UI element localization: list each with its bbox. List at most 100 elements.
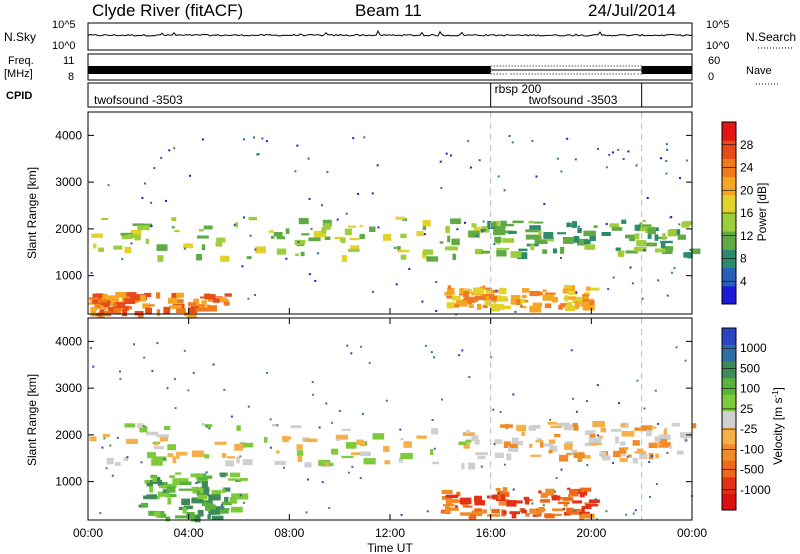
echo-cell <box>124 423 136 428</box>
noise-cell <box>475 234 478 237</box>
echo-cell <box>557 422 570 426</box>
echo-cell <box>130 230 142 236</box>
noise-cell <box>531 502 534 505</box>
echo-cell <box>400 452 413 460</box>
noise-cell <box>89 346 92 349</box>
y-tick-label: 2000 <box>55 428 82 442</box>
echo-cell <box>108 307 117 314</box>
echo-cell <box>397 249 410 253</box>
echo-cell <box>520 306 527 309</box>
noise-cell <box>433 356 436 359</box>
noise-cell <box>469 166 472 169</box>
echo-cell <box>150 479 162 484</box>
echo-cell <box>611 227 623 231</box>
echo-cell <box>599 451 606 457</box>
echo-cell <box>150 474 157 479</box>
noise-cell <box>201 138 204 141</box>
echo-cell <box>422 249 433 255</box>
noise-cell <box>461 349 464 352</box>
echo-cell <box>529 225 541 232</box>
echo-cell <box>166 486 176 493</box>
echo-cell <box>600 427 606 433</box>
echo-cell <box>431 428 439 435</box>
echo-cell <box>447 235 451 243</box>
noise-cell <box>426 510 429 513</box>
echo-cell <box>496 247 510 250</box>
nsky-label: N.Sky <box>4 30 36 44</box>
echo-cell <box>224 293 232 297</box>
echo-cell <box>101 218 109 220</box>
echo-cell <box>197 235 209 239</box>
echo-cell <box>557 501 570 505</box>
echo-cell <box>481 250 491 254</box>
echo-cell <box>582 294 589 297</box>
noise-cell <box>150 224 153 227</box>
freq-bar-2 <box>641 66 692 74</box>
noise-cell <box>490 356 493 359</box>
echo-cell <box>586 286 591 291</box>
noise-cell <box>666 452 669 454</box>
echo-cell <box>176 478 189 485</box>
echo-cell <box>655 248 666 253</box>
noise-cell <box>431 419 434 421</box>
echo-cell <box>520 298 525 304</box>
noise-cell <box>174 407 177 410</box>
noise-cell <box>577 225 580 228</box>
echo-cell <box>621 430 635 437</box>
echo-cell <box>524 497 530 505</box>
noise-cell <box>257 153 260 156</box>
echo-cell <box>648 453 654 460</box>
echo-cell <box>503 510 507 515</box>
colorbar-swatch <box>722 443 736 461</box>
noise-cell <box>283 466 285 469</box>
echo-cell <box>497 295 502 302</box>
echo-cell <box>589 443 602 445</box>
echo-cell <box>210 509 216 515</box>
echo-cell <box>217 299 229 302</box>
noise-cell <box>220 504 223 507</box>
echo-cell <box>176 451 188 456</box>
echo-cell <box>482 304 488 308</box>
colorbar-tick-label: -1000 <box>740 483 771 497</box>
echo-cell <box>474 508 482 512</box>
echo-cell <box>176 308 186 313</box>
echo-cell <box>208 494 221 501</box>
echo-cell <box>235 480 241 482</box>
echo-cell <box>449 498 459 504</box>
echo-cell <box>573 235 580 243</box>
echo-cell <box>156 309 161 316</box>
y-tick-label: 4000 <box>55 128 82 142</box>
echo-cell <box>571 449 578 455</box>
echo-cell <box>535 440 544 443</box>
echo-cell <box>579 513 584 520</box>
echo-cell <box>579 487 592 492</box>
velocity-y-ticks: 1000 2000 3000 4000 <box>55 334 692 489</box>
echo-cell <box>156 434 170 438</box>
echo-cell <box>94 302 101 309</box>
noise-cell <box>254 248 257 251</box>
echo-cell <box>566 222 572 228</box>
echo-cell <box>400 437 404 441</box>
noise-cell <box>684 359 687 362</box>
echo-cell <box>223 487 231 492</box>
echo-cell <box>142 303 151 309</box>
noise-cell <box>150 201 153 204</box>
echo-cell <box>304 438 318 443</box>
echo-cell <box>227 478 238 481</box>
echo-cell <box>463 290 469 298</box>
echo-cell <box>634 427 643 431</box>
colorbar-tick-label: 28 <box>740 138 754 152</box>
velocity-plot-background <box>88 318 692 520</box>
echo-cell <box>568 493 579 497</box>
echo-cell <box>205 304 211 312</box>
echo-cell <box>658 434 671 441</box>
echo-cell <box>445 246 458 251</box>
noise-cell <box>503 189 506 192</box>
echo-cell <box>271 423 277 427</box>
echo-cell <box>662 233 666 240</box>
noise-cell <box>464 221 466 224</box>
echo-cell <box>123 457 129 461</box>
echo-cell <box>348 225 357 228</box>
colorbar-tick-label: 4 <box>740 274 747 288</box>
echo-cell <box>222 452 227 458</box>
